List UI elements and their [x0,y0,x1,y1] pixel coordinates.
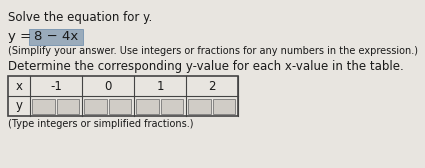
FancyBboxPatch shape [213,98,235,114]
Text: y: y [15,99,23,113]
Bar [8,76,238,116]
Text: 0: 0 [104,79,112,93]
Text: x: x [15,79,23,93]
FancyBboxPatch shape [109,98,131,114]
FancyBboxPatch shape [189,98,211,114]
FancyBboxPatch shape [136,98,159,114]
Text: 2: 2 [208,79,216,93]
Text: Solve the equation for y.: Solve the equation for y. [8,11,152,24]
FancyBboxPatch shape [161,98,184,114]
FancyBboxPatch shape [85,98,107,114]
FancyBboxPatch shape [32,98,55,114]
Text: 1: 1 [156,79,164,93]
FancyBboxPatch shape [57,98,79,114]
Text: y =: y = [8,30,35,43]
Text: 8 − 4x: 8 − 4x [34,31,78,44]
Text: Determine the corresponding y-value for each x-value in the table.: Determine the corresponding y-value for … [8,60,404,73]
Text: (Type integers or simplified fractions.): (Type integers or simplified fractions.) [8,119,193,129]
Text: -1: -1 [50,79,62,93]
Text: (Simplify your answer. Use integers or fractions for any numbers in the expressi: (Simplify your answer. Use integers or f… [8,46,418,56]
FancyBboxPatch shape [29,29,83,45]
